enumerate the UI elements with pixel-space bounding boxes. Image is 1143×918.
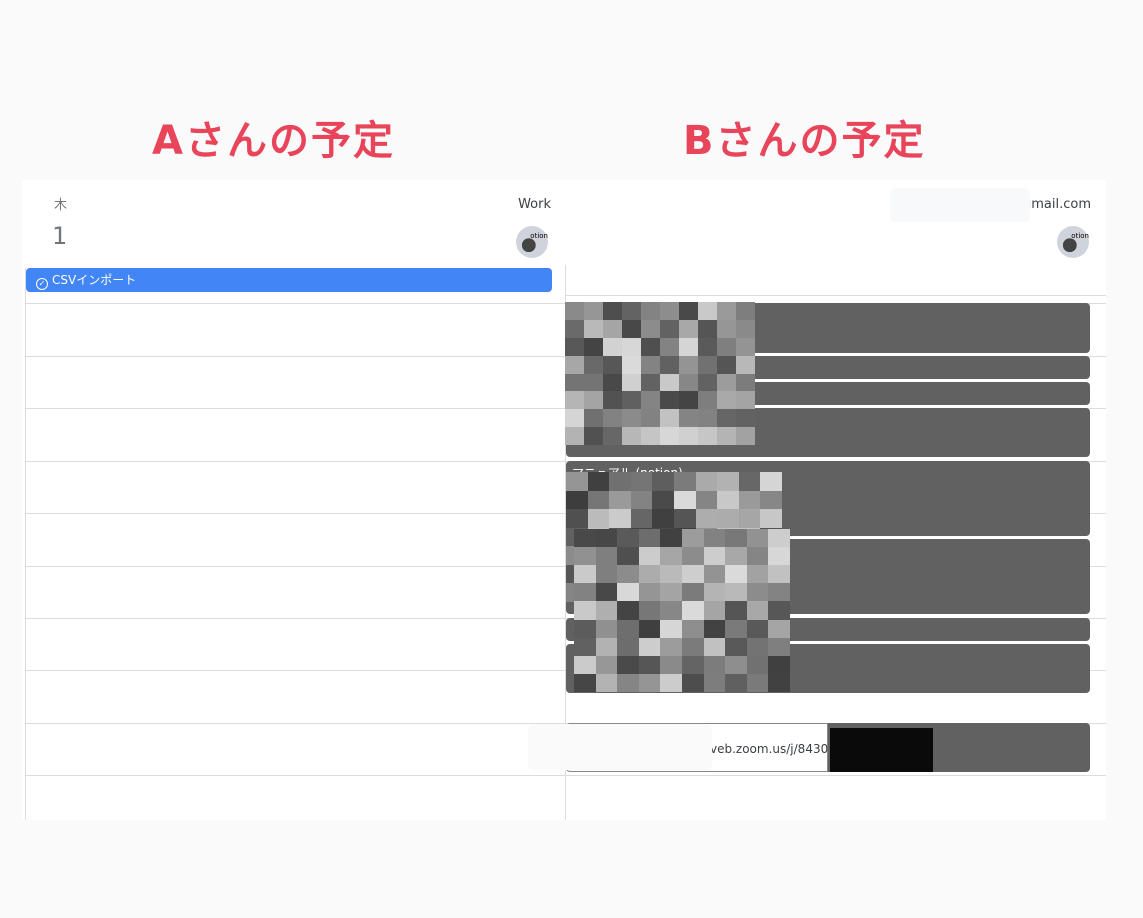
check-circle-icon: ✓ <box>36 278 48 290</box>
day-number[interactable]: 1 <box>52 222 68 250</box>
mosaic-redaction <box>574 529 790 692</box>
calendar-name: Work <box>518 197 551 212</box>
mosaic-redaction <box>565 302 755 445</box>
column-divider <box>565 265 566 820</box>
weekday-label: 木 <box>54 198 68 213</box>
title-b: Bさんの予定 <box>683 118 926 164</box>
redaction-black <box>830 728 933 772</box>
avatar-b: otion <box>1057 226 1089 258</box>
task-label: CSVインポート <box>52 273 137 287</box>
avatar-a: otion <box>516 226 548 258</box>
title-a: Aさんの予定 <box>152 118 395 164</box>
header-divider <box>566 295 1106 296</box>
zoom-link-text[interactable]: veb.zoom.us/j/8430 <box>710 742 829 756</box>
column-divider-left <box>25 268 26 820</box>
redaction-white <box>528 724 712 770</box>
task-csv-import[interactable]: ✓ CSVインポート <box>26 268 552 292</box>
redaction-email <box>890 188 1030 222</box>
account-email: gmail.com <box>1022 197 1091 212</box>
